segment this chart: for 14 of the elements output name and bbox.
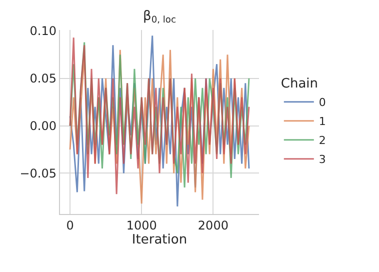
x-tick-label: 1000 [126,218,157,232]
y-tick-label: −0.05 [20,166,56,180]
x-tick-label: 0 [66,218,74,232]
x-tick-label: 2000 [198,218,228,232]
legend-label: 2 [318,134,326,148]
chart-title: β$_{0, loc}$ [143,8,176,26]
legend-label: 3 [318,153,326,166]
y-tick-label: 0.05 [30,72,56,86]
legend-label: 0 [318,96,326,110]
legend-title: Chain [280,76,318,92]
y-tick-label: 0.00 [30,118,56,133]
x-axis-title: Iteration [132,232,188,248]
y-tick-label: 0.10 [30,24,56,38]
legend-label: 1 [318,115,326,128]
